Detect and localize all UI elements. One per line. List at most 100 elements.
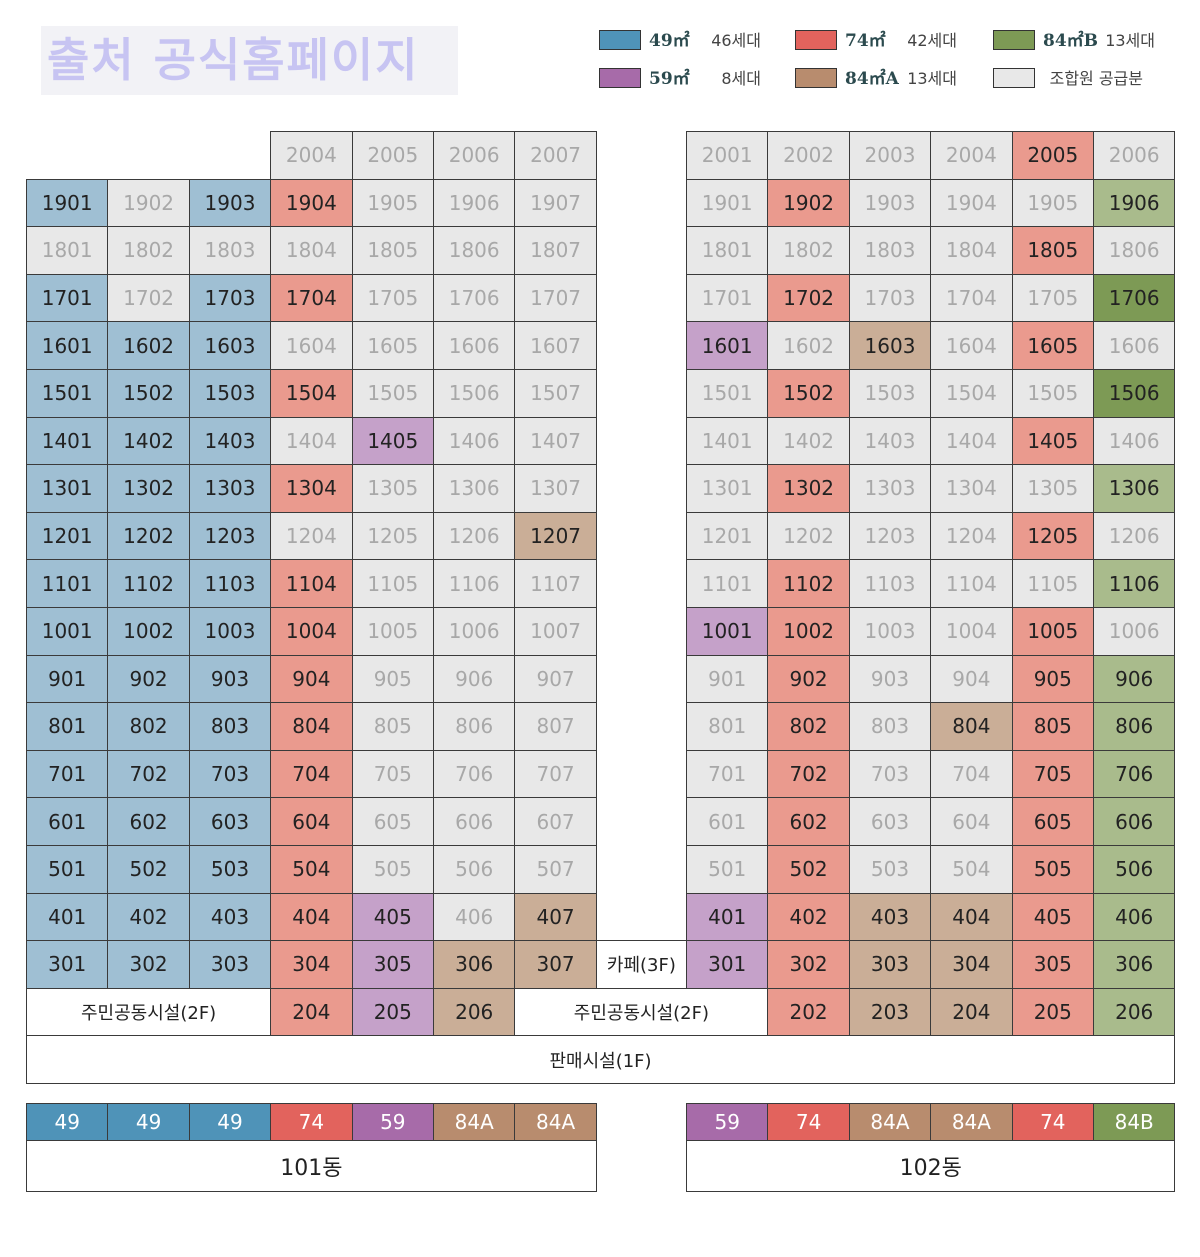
building-name: 102동 <box>686 1140 1176 1192</box>
legend-size: 59㎡ <box>649 69 690 89</box>
unit-cell: 1104 <box>930 559 1013 608</box>
unit-cell: 1706 <box>1093 273 1176 323</box>
unit-cell: 806 <box>433 702 516 751</box>
building-name: 101동 <box>26 1140 597 1192</box>
unit-cell: 1104 <box>270 559 353 608</box>
unit-cell: 904 <box>270 654 353 704</box>
type-bar-cell: 84B <box>1093 1103 1176 1141</box>
unit-cell: 2001 <box>686 131 769 180</box>
unit-cell: 1003 <box>848 607 932 656</box>
unit-cell: 602 <box>767 797 850 846</box>
legend-size: 74㎡ <box>845 31 886 51</box>
unit-cell: 1201 <box>686 511 769 561</box>
unit-cell: 701 <box>686 749 769 799</box>
unit-cell: 1002 <box>107 607 190 656</box>
unit-cell: 403 <box>188 892 272 942</box>
unit-cell: 1704 <box>270 273 353 323</box>
unit-cell: 904 <box>930 654 1013 704</box>
type-bar-cell: 74 <box>1011 1103 1094 1141</box>
unit-cell: 1904 <box>270 178 353 228</box>
unit-cell: 501 <box>686 845 769 894</box>
unit-cell: 505 <box>1011 845 1094 894</box>
unit-cell: 1601 <box>686 321 769 370</box>
unit-cell: 1001 <box>26 607 109 656</box>
unit-cell: 604 <box>930 797 1013 846</box>
unit-cell: 601 <box>26 797 109 846</box>
unit-cell: 1204 <box>270 511 353 561</box>
community-facility-label: 주민공동시설(2F) <box>514 987 769 1037</box>
unit-cell: 304 <box>270 940 353 989</box>
unit-cell: 1901 <box>686 178 769 228</box>
unit-cell: 701 <box>26 749 109 799</box>
unit-cell: 1407 <box>514 416 597 466</box>
unit-cell: 1902 <box>767 178 850 228</box>
unit-cell: 702 <box>107 749 190 799</box>
unit-cell: 902 <box>107 654 190 704</box>
unit-cell: 1504 <box>270 369 353 418</box>
unit-cell: 902 <box>767 654 850 704</box>
unit-cell: 905 <box>1011 654 1094 704</box>
legend-count: 13세대 <box>907 69 957 88</box>
unit-cell: 805 <box>1011 702 1094 751</box>
unit-cell: 1705 <box>351 273 434 323</box>
unit-cell: 1502 <box>107 369 190 418</box>
unit-cell: 803 <box>188 702 272 751</box>
type-bar-cell: 49 <box>107 1103 190 1141</box>
unit-cell: 1005 <box>351 607 434 656</box>
unit-cell: 903 <box>188 654 272 704</box>
unit-cell: 1203 <box>188 511 272 561</box>
unit-cell: 601 <box>686 797 769 846</box>
unit-cell: 706 <box>1093 749 1176 799</box>
unit-cell: 1201 <box>26 511 109 561</box>
unit-cell: 1701 <box>26 273 109 323</box>
unit-cell: 807 <box>514 702 597 751</box>
unit-cell: 204 <box>930 987 1013 1037</box>
unit-cell: 804 <box>270 702 353 751</box>
unit-cell: 502 <box>107 845 190 894</box>
unit-cell: 1604 <box>930 321 1013 370</box>
type-bar-cell: 84A <box>848 1103 932 1141</box>
legend-count: 13세대 <box>1105 31 1155 50</box>
legend-swatch <box>993 68 1035 88</box>
unit-cell: 1307 <box>514 464 597 513</box>
unit-cell: 2002 <box>767 131 850 180</box>
unit-cell: 303 <box>848 940 932 989</box>
legend-item: 59㎡ 8세대 <box>599 68 769 90</box>
legend-swatch <box>795 30 837 50</box>
unit-cell: 806 <box>1093 702 1176 751</box>
unit-cell: 606 <box>1093 797 1176 846</box>
unit-cell: 1807 <box>514 226 597 275</box>
unit-cell: 302 <box>107 940 190 989</box>
unit-cell: 1006 <box>433 607 516 656</box>
unit-cell: 206 <box>433 987 516 1037</box>
unit-cell: 406 <box>433 892 516 942</box>
unit-cell: 504 <box>930 845 1013 894</box>
unit-cell: 402 <box>767 892 850 942</box>
unit-cell: 1605 <box>1011 321 1094 370</box>
retail-facility-label: 판매시설(1F) <box>26 1035 1175 1084</box>
unit-cell: 1405 <box>1011 416 1094 466</box>
unit-cell: 1105 <box>1011 559 1094 608</box>
unit-cell: 405 <box>1011 892 1094 942</box>
unit-cell: 1505 <box>351 369 434 418</box>
unit-cell: 1207 <box>514 511 597 561</box>
unit-cell: 1706 <box>433 273 516 323</box>
unit-cell: 805 <box>351 702 434 751</box>
unit-cell: 504 <box>270 845 353 894</box>
unit-cell: 1102 <box>767 559 850 608</box>
unit-cell: 1603 <box>848 321 932 370</box>
unit-cell: 607 <box>514 797 597 846</box>
unit-cell: 306 <box>1093 940 1176 989</box>
unit-cell: 1606 <box>1093 321 1176 370</box>
unit-cell: 404 <box>270 892 353 942</box>
unit-cell: 1404 <box>930 416 1013 466</box>
unit-cell: 2007 <box>514 131 597 180</box>
unit-cell: 1906 <box>433 178 516 228</box>
unit-cell: 602 <box>107 797 190 846</box>
unit-cell: 1606 <box>433 321 516 370</box>
unit-cell: 1007 <box>514 607 597 656</box>
unit-cell: 1901 <box>26 178 109 228</box>
unit-cell: 1605 <box>351 321 434 370</box>
unit-cell: 1301 <box>686 464 769 513</box>
unit-cell: 1406 <box>433 416 516 466</box>
